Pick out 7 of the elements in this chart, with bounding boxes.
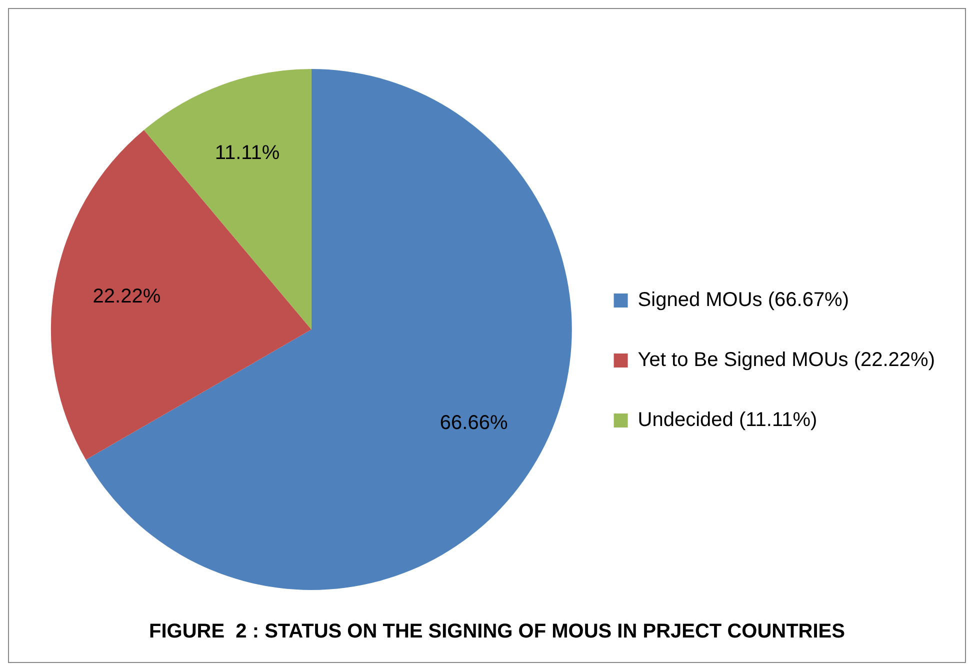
data-label: 11.11% bbox=[214, 142, 280, 164]
legend-label: Signed MOUs (66.67%) bbox=[638, 289, 850, 312]
data-label: 22.22% bbox=[92, 285, 161, 308]
text: FIGURE 2 : STATUS ON THE SIGNING OF MOUS IN PRJECT COUNTRIES bbox=[149, 620, 845, 643]
legend-label: Undecided (11.11%) bbox=[638, 409, 818, 432]
legend-label: Yet to Be Signed MOUs (22.22%) bbox=[638, 349, 936, 372]
data-label: 66.66% bbox=[440, 412, 508, 434]
